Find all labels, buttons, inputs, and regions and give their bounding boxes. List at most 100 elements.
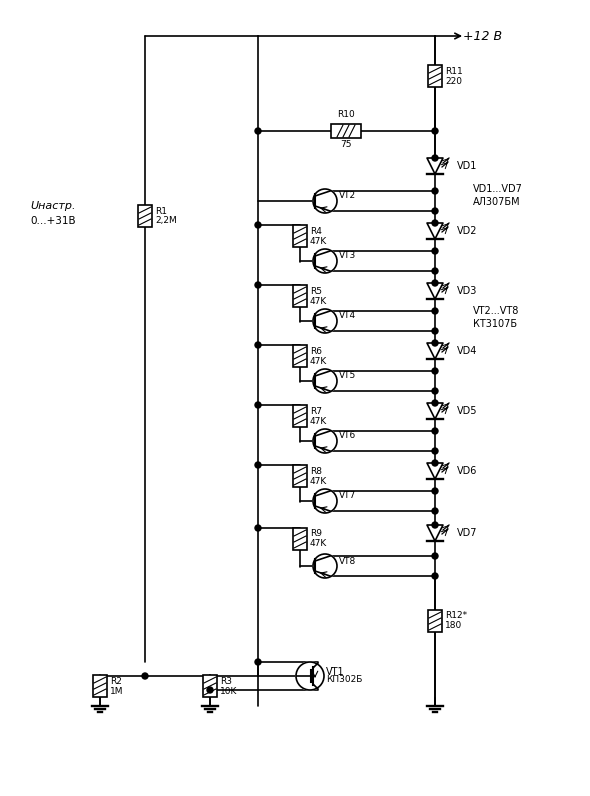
Bar (331, 124, 361, 138)
Text: 47K: 47K (310, 236, 327, 245)
Text: R2: R2 (110, 677, 122, 685)
Circle shape (255, 659, 261, 665)
Text: 75: 75 (340, 140, 352, 149)
Text: VD7: VD7 (457, 528, 477, 538)
Text: 220: 220 (445, 76, 462, 85)
Bar (293, 225, 307, 247)
Circle shape (296, 662, 324, 690)
Circle shape (432, 388, 438, 394)
Bar (293, 465, 307, 487)
Circle shape (313, 489, 337, 513)
Text: АЛ307БМ: АЛ307БМ (473, 197, 520, 207)
Circle shape (313, 309, 337, 333)
Text: 47K: 47K (310, 477, 327, 486)
Text: 47K: 47K (310, 540, 327, 548)
Text: 10K: 10K (220, 686, 237, 696)
Circle shape (432, 368, 438, 374)
Circle shape (432, 488, 438, 494)
Bar (138, 205, 152, 227)
Circle shape (432, 280, 438, 286)
Circle shape (432, 328, 438, 334)
Bar (293, 528, 307, 550)
Text: R10: R10 (337, 110, 355, 119)
Circle shape (432, 220, 438, 226)
Text: VT1: VT1 (326, 667, 345, 677)
Text: 47K: 47K (310, 296, 327, 306)
Circle shape (313, 249, 337, 273)
Circle shape (432, 553, 438, 559)
Bar (428, 610, 442, 632)
Circle shape (142, 673, 148, 679)
Circle shape (255, 342, 261, 348)
Circle shape (432, 128, 438, 134)
Text: R11: R11 (445, 67, 463, 76)
Circle shape (432, 268, 438, 274)
Bar (93, 675, 107, 697)
Text: R9: R9 (310, 529, 322, 539)
Polygon shape (427, 283, 443, 299)
Circle shape (432, 340, 438, 346)
Polygon shape (427, 463, 443, 479)
Circle shape (432, 308, 438, 314)
Circle shape (432, 155, 438, 161)
Text: КТ3107Б: КТ3107Б (473, 319, 517, 329)
Text: VD1: VD1 (457, 161, 477, 171)
Polygon shape (427, 343, 443, 359)
Text: VT7: VT7 (339, 491, 356, 501)
Circle shape (255, 462, 261, 468)
Bar (293, 405, 307, 427)
Text: VD5: VD5 (457, 406, 477, 416)
Bar (428, 65, 442, 87)
Bar (293, 345, 307, 367)
Text: VD6: VD6 (457, 466, 477, 476)
Text: 47K: 47K (310, 357, 327, 365)
Text: VD4: VD4 (457, 346, 477, 356)
Circle shape (432, 208, 438, 214)
Text: VT2...VT8: VT2...VT8 (473, 306, 519, 316)
Text: 180: 180 (445, 622, 462, 630)
Text: VD2: VD2 (457, 226, 477, 236)
Circle shape (255, 525, 261, 531)
Circle shape (432, 188, 438, 194)
Text: VT2: VT2 (339, 192, 356, 201)
Circle shape (255, 222, 261, 228)
Circle shape (255, 282, 261, 288)
Text: R6: R6 (310, 346, 322, 356)
Circle shape (313, 189, 337, 213)
Polygon shape (427, 525, 443, 541)
Text: VD1...VD7: VD1...VD7 (473, 184, 523, 194)
Circle shape (432, 448, 438, 454)
Text: 47K: 47K (310, 416, 327, 426)
Polygon shape (427, 223, 443, 239)
Text: R3: R3 (220, 677, 232, 685)
Circle shape (313, 554, 337, 578)
Text: R7: R7 (310, 407, 322, 416)
Circle shape (432, 428, 438, 434)
Text: 1M: 1M (110, 686, 123, 696)
Circle shape (255, 128, 261, 134)
Text: R12*: R12* (445, 611, 467, 621)
Text: VT5: VT5 (339, 372, 356, 380)
Circle shape (432, 573, 438, 579)
Text: +12 B: +12 B (463, 29, 502, 42)
Text: КП302Б: КП302Б (326, 676, 362, 685)
Text: R1: R1 (155, 206, 167, 216)
Text: Uнастр.: Uнастр. (30, 201, 76, 211)
Text: VT4: VT4 (339, 311, 356, 321)
Circle shape (207, 687, 213, 693)
Polygon shape (427, 403, 443, 419)
Text: VT8: VT8 (339, 556, 356, 565)
Circle shape (432, 460, 438, 466)
Circle shape (313, 429, 337, 453)
Bar (203, 675, 217, 697)
Text: R8: R8 (310, 466, 322, 475)
Circle shape (313, 369, 337, 393)
Text: R4: R4 (310, 227, 322, 236)
Circle shape (432, 400, 438, 406)
Circle shape (255, 402, 261, 408)
Text: 0...+31B: 0...+31B (30, 216, 76, 226)
Text: VD3: VD3 (457, 286, 477, 296)
Text: VT6: VT6 (339, 431, 356, 440)
Circle shape (432, 248, 438, 254)
Polygon shape (427, 158, 443, 174)
